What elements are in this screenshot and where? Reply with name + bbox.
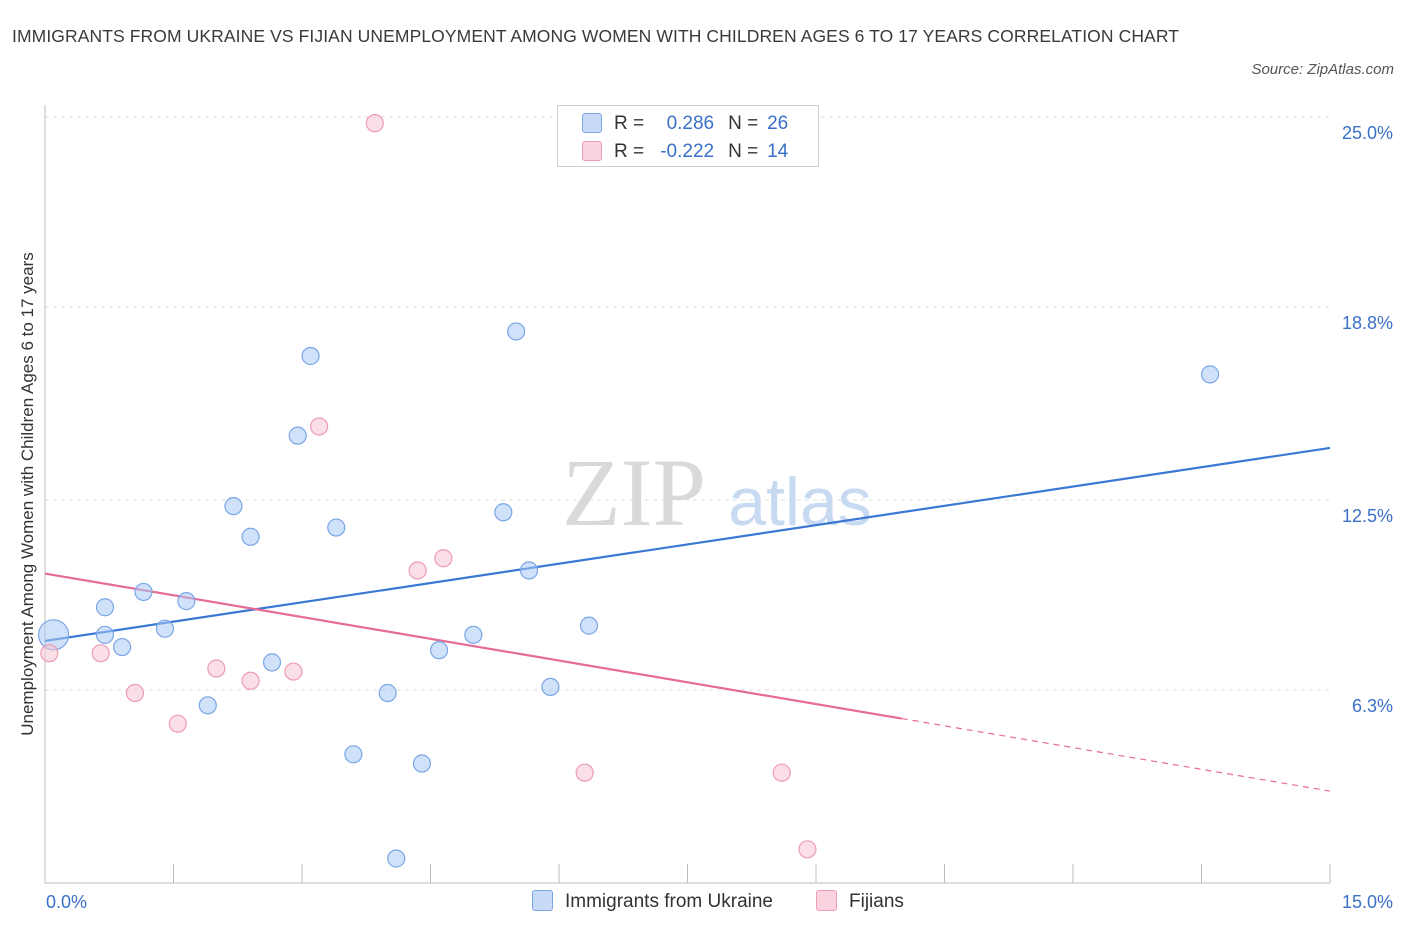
point-ukraine[interactable]: [198, 696, 217, 715]
y-tick-label: 6.3%: [1352, 696, 1393, 716]
point-ukraine[interactable]: [494, 503, 513, 522]
legend-r-label: R =: [614, 113, 645, 134]
point-ukraine[interactable]: [519, 561, 539, 580]
data-points: [37, 114, 1220, 868]
point-fijians[interactable]: [241, 671, 260, 690]
correlation-legend: R = 0.286 N = 26 R = -0.222 N = 14: [557, 105, 819, 167]
point-fijians[interactable]: [310, 417, 329, 436]
y-tick-labels: 6.3% 12.5% 18.8% 25.0%: [1342, 123, 1393, 716]
legend-row-fijians: R = -0.222 N = 14: [582, 139, 788, 165]
point-ukraine[interactable]: [378, 683, 397, 703]
point-ukraine[interactable]: [412, 754, 432, 773]
grid: [45, 116, 1330, 691]
point-ukraine[interactable]: [224, 497, 243, 516]
point-fijians[interactable]: [284, 662, 303, 681]
point-ukraine[interactable]: [95, 598, 115, 617]
point-ukraine[interactable]: [507, 322, 526, 341]
legend-r-value: 0.286: [666, 113, 715, 134]
point-fijians[interactable]: [168, 714, 187, 733]
legend-item-fijians[interactable]: Fijians: [816, 888, 904, 916]
point-ukraine[interactable]: [288, 426, 307, 445]
point-fijians[interactable]: [207, 659, 226, 678]
x-tick-labels: 0.0% 15.0%: [46, 892, 1393, 912]
point-ukraine[interactable]: [1200, 365, 1220, 384]
point-fijians[interactable]: [125, 683, 145, 703]
point-ukraine[interactable]: [327, 518, 346, 537]
point-fijians[interactable]: [40, 644, 59, 663]
x-tick-label: 0.0%: [46, 892, 87, 912]
point-ukraine[interactable]: [177, 592, 196, 611]
point-fijians[interactable]: [408, 561, 427, 580]
x-tick-label: 15.0%: [1342, 892, 1393, 912]
trend-line-fijians: [44, 572, 902, 720]
legend-swatch-fijians: [582, 141, 602, 161]
legend-label-ukraine: Immigrants from Ukraine: [565, 891, 773, 912]
y-tick-label: 18.8%: [1342, 313, 1393, 333]
point-ukraine[interactable]: [344, 745, 363, 764]
source-credit: Source: ZipAtlas.com: [1251, 61, 1394, 78]
legend-n-label: N =: [728, 113, 759, 134]
series-legend: Immigrants from Ukraine Fijians: [0, 888, 1406, 918]
legend-r-label: R =: [614, 141, 645, 162]
point-ukraine[interactable]: [464, 625, 483, 644]
point-ukraine[interactable]: [301, 346, 320, 366]
legend-n-label: N =: [728, 141, 759, 162]
legend-swatch-ukraine: [582, 113, 602, 133]
point-ukraine[interactable]: [241, 527, 260, 546]
legend-n-value: 26: [767, 113, 789, 134]
legend-row-ukraine: R = 0.286 N = 26: [582, 111, 788, 137]
point-ukraine[interactable]: [579, 616, 599, 635]
legend-r-value: -0.222: [660, 141, 715, 162]
legend-item-ukraine[interactable]: Immigrants from Ukraine: [532, 888, 773, 916]
point-fijians[interactable]: [575, 763, 594, 782]
point-ukraine[interactable]: [112, 637, 132, 657]
point-fijians[interactable]: [91, 644, 110, 663]
point-fijians[interactable]: [798, 840, 817, 859]
chart-title: IMMIGRANTS FROM UKRAINE VS FIJIAN UNEMPL…: [12, 26, 1180, 46]
point-ukraine[interactable]: [262, 653, 282, 672]
point-ukraine[interactable]: [134, 582, 153, 602]
x-ticks: [44, 864, 1331, 883]
point-ukraine[interactable]: [387, 849, 406, 868]
point-ukraine[interactable]: [95, 625, 115, 644]
watermark: ZIP atlas: [562, 439, 872, 546]
watermark-zip: ZIP: [562, 439, 706, 546]
point-fijians[interactable]: [434, 549, 453, 568]
point-fijians[interactable]: [365, 114, 384, 133]
legend-swatch-ukraine: [532, 890, 553, 911]
y-tick-label: 25.0%: [1342, 123, 1393, 143]
point-ukraine[interactable]: [541, 677, 560, 697]
point-ukraine[interactable]: [429, 641, 449, 660]
legend-label-fijians: Fijians: [849, 891, 904, 912]
legend-n-value: 14: [767, 141, 789, 162]
legend-swatch-fijians: [816, 890, 837, 911]
point-ukraine[interactable]: [155, 619, 175, 638]
point-fijians[interactable]: [772, 763, 791, 782]
y-tick-label: 12.5%: [1342, 506, 1393, 526]
trend-line-extension-fijians: [901, 717, 1331, 792]
